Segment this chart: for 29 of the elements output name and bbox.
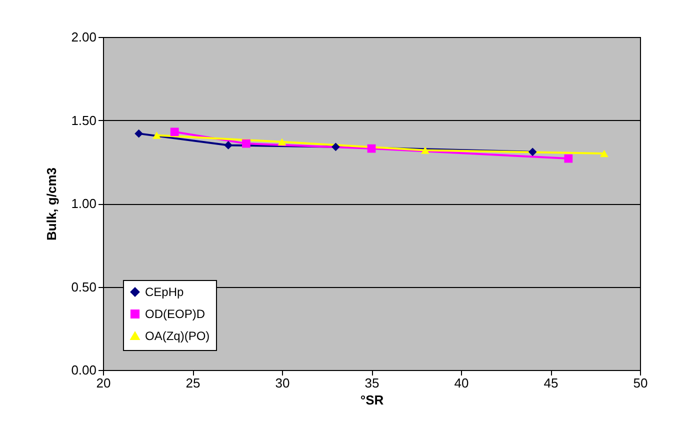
point (332, 142, 340, 152)
y-tick-label: 0.50 (71, 279, 96, 294)
x-tick-label: 50 (633, 376, 648, 390)
point (528, 148, 537, 156)
point (134, 129, 143, 138)
y-axis-title: Bulk, g/cm3 (44, 168, 60, 240)
point (600, 150, 608, 158)
y-tick-label: 2.00 (71, 30, 96, 44)
legend-label: CEpHp (145, 285, 184, 299)
y-tick-label: 1.50 (71, 112, 96, 128)
point (564, 154, 573, 163)
legend-label: OD(EOP)D (145, 307, 206, 321)
x-tick-label: 45 (544, 376, 558, 390)
point (278, 138, 286, 146)
y-tick-label: 1.00 (71, 196, 96, 211)
point (367, 144, 376, 153)
x-tick-label: 25 (186, 376, 200, 390)
x-tick-label: 20 (96, 376, 111, 390)
x-tick-label: 40 (454, 376, 469, 390)
point (170, 128, 179, 136)
y-tick-label: 0.00 (71, 362, 96, 378)
point (152, 132, 161, 139)
x-tick-label: 35 (364, 376, 380, 390)
x-tick-label: 30 (275, 376, 290, 390)
legend-label: OA(Zq)(PO) (145, 329, 210, 343)
point (242, 139, 250, 148)
x-axis-title: °SR (360, 392, 384, 408)
point (421, 146, 430, 154)
point (224, 141, 232, 150)
